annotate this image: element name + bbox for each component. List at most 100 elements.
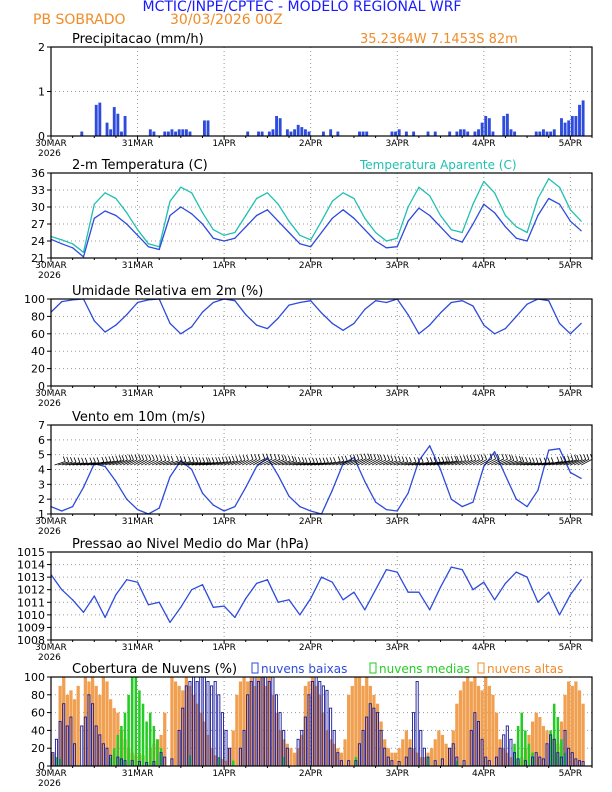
wind-barb-flag	[466, 455, 470, 461]
cloud-altas-bar	[577, 690, 582, 766]
wind-point	[169, 476, 171, 478]
precip-bar	[542, 129, 545, 136]
precip-ytick-label: 2	[38, 41, 45, 54]
wind-barb-flag	[246, 454, 249, 461]
temp-point	[472, 223, 474, 225]
wind-barb-flag	[195, 456, 199, 463]
wind-barb	[303, 462, 315, 466]
precip-bar	[358, 131, 361, 136]
humidity-point	[407, 314, 409, 316]
humidity-point	[169, 322, 171, 324]
cloud-altas-bar	[224, 760, 228, 766]
wind-barb	[321, 461, 333, 466]
wind-barb-flag	[511, 455, 515, 461]
clouds-xtick-label: 31MAR	[122, 769, 154, 779]
temp-point	[180, 186, 182, 188]
cloud-altas-bar	[437, 730, 441, 766]
wind-barb	[324, 461, 336, 466]
cloud-legend-label: nuvens baixas	[261, 662, 347, 676]
wind-barb	[94, 461, 108, 466]
cloud-medias-bar	[134, 677, 138, 766]
pressure-ytick-label: 1015	[17, 546, 45, 559]
precip-bar	[300, 127, 304, 136]
clouds-xtick-label: 5APR	[559, 769, 583, 779]
humidity-point	[310, 300, 312, 302]
cloud-medias-bar	[112, 748, 116, 766]
cloud-altas-bar	[292, 752, 297, 766]
precip-bar	[148, 129, 152, 136]
cloud-altas-bar	[188, 685, 192, 766]
wind-barb	[86, 462, 100, 466]
temp-point	[234, 231, 236, 234]
pressure-ytick-label: 1009	[17, 621, 45, 634]
wind-barb-flag	[367, 453, 371, 459]
temp-point	[147, 243, 149, 245]
cloud-altas-bar	[354, 677, 358, 766]
wind-barb	[400, 461, 412, 466]
wind-barb-flag	[105, 456, 108, 462]
wind-barb-flag	[574, 454, 577, 461]
temp-year-label: 2026	[38, 271, 61, 281]
wind-barb	[494, 458, 508, 466]
precip-bar	[581, 100, 585, 136]
wind-ytick-label: 4	[38, 464, 45, 477]
wind-barb	[61, 461, 73, 466]
pressure-point	[569, 594, 571, 596]
wind-barb-flag	[360, 453, 364, 459]
wind-barb	[209, 461, 221, 466]
wind-barb-flag	[304, 457, 308, 463]
wind-barb	[112, 459, 125, 466]
wind-barb-flag	[315, 457, 319, 464]
wind-barb-flag	[294, 456, 298, 462]
humidity-point	[526, 303, 528, 305]
pressure-xtick-label: 4APR	[472, 643, 496, 653]
wind-barb-flag	[543, 457, 547, 463]
pressure-xtick-label: 2APR	[299, 643, 323, 653]
cloud-altas-bar	[347, 694, 351, 766]
temp-point	[180, 206, 182, 208]
humidity-xtick-label: 1APR	[212, 389, 236, 399]
wind-barb-flag	[163, 455, 167, 461]
humidity-point	[104, 331, 106, 333]
wind-barb-flag	[159, 455, 163, 461]
cloud-altas-bar	[90, 677, 95, 766]
wind-barb-flag	[341, 455, 345, 462]
wind-barb-flag	[532, 457, 535, 463]
cloud-altas-bar	[365, 677, 369, 766]
wind-barb-flag	[312, 457, 315, 463]
wind-barb	[332, 460, 344, 466]
cloud-altas-bar	[296, 748, 300, 766]
precip-bar	[163, 131, 167, 136]
cloud-altas-bar	[408, 739, 412, 766]
cloud-altas-bar	[375, 703, 380, 766]
wind-barb	[285, 461, 297, 466]
temp-point	[320, 231, 323, 234]
pressure-point	[580, 579, 582, 581]
wind-barb-flag	[493, 453, 496, 459]
wind-barb-flag	[277, 454, 281, 460]
cloud-baixas-bar	[220, 712, 224, 767]
wind-barb	[552, 460, 567, 466]
wind-barb-flag	[377, 453, 380, 460]
cloud-medias-bar	[560, 739, 563, 766]
wind-barb	[205, 461, 218, 466]
pressure-frame	[50, 551, 593, 641]
precip-bar	[112, 107, 116, 136]
cloud-altas-bar	[213, 755, 217, 766]
wind-point	[396, 510, 398, 512]
wind-barb-flag	[444, 456, 448, 462]
temp-point	[429, 214, 431, 217]
temp-ytick-label: 27	[31, 218, 45, 231]
temp-point	[115, 197, 117, 200]
pressure-point	[158, 601, 160, 603]
temp-point	[407, 220, 409, 222]
cloud-altas-bar	[62, 677, 66, 766]
humidity-point	[385, 301, 388, 304]
temp-point	[385, 247, 388, 249]
wind-barb	[480, 458, 493, 466]
cloud-altas-bar	[264, 685, 268, 766]
cloud-medias-bar	[141, 703, 145, 766]
wind-barb	[519, 461, 532, 466]
wind-barb	[137, 459, 148, 466]
pressure-xtick-label: 1APR	[212, 643, 236, 653]
